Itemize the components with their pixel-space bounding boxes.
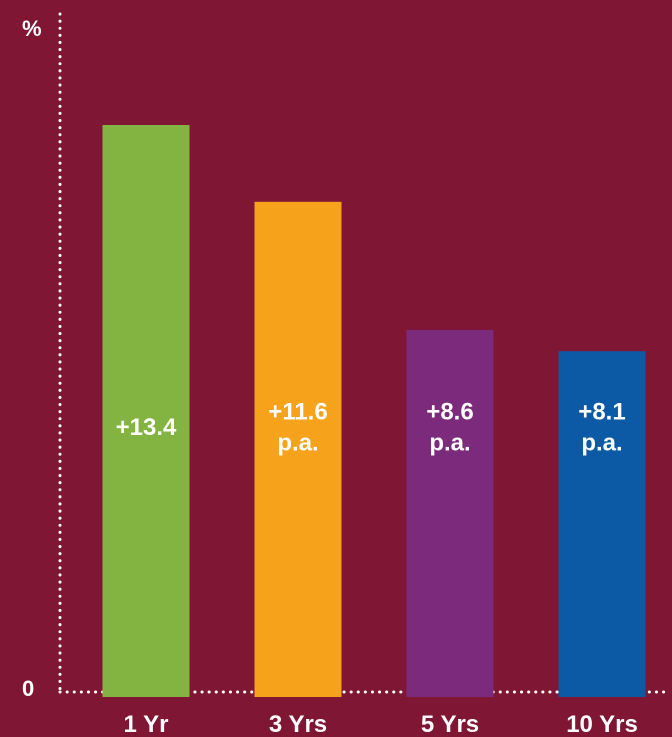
- bar: [102, 125, 190, 697]
- y-tick-label-zero: 0: [22, 676, 34, 701]
- bar-value-label: +13.4: [116, 414, 177, 441]
- y-axis-label: %: [22, 16, 42, 41]
- category-label: 5 Yrs: [421, 711, 479, 737]
- category-label: 3 Yrs: [269, 711, 327, 737]
- category-label: 10 Yrs: [566, 711, 638, 737]
- bar-value-label: +8.6 p.a.: [426, 399, 473, 457]
- bar: [558, 351, 646, 697]
- bar: [406, 329, 494, 697]
- category-labels-group: 1 Yr 3 Yrs 5 Yrs 10 Yrs: [124, 711, 638, 737]
- category-label: 1 Yr: [124, 711, 169, 737]
- bars-group: [102, 125, 646, 698]
- bar: [254, 201, 342, 698]
- bar-value-label: +8.1 p.a.: [578, 399, 625, 457]
- value-labels-group: +13.4 +11.6 p.a. +8.6 p.a. +8.1 p.a.: [116, 399, 626, 457]
- bar-value-label: +11.6 p.a.: [268, 399, 327, 457]
